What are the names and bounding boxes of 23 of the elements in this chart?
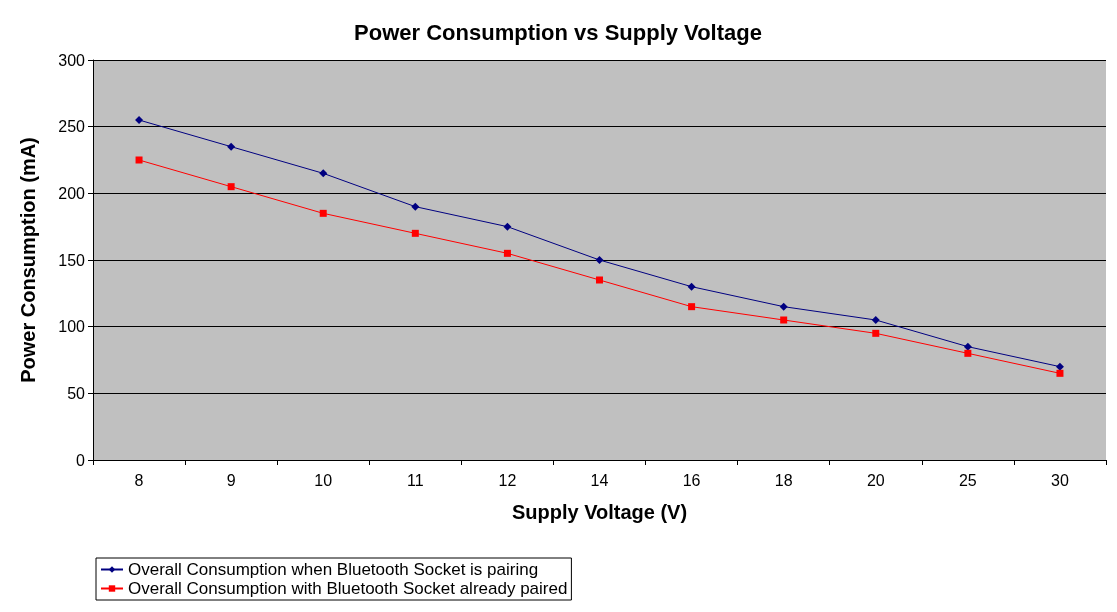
legend-label: Overall Consumption with Bluetooth Socket already paired [128,579,568,598]
y-tick-label: 50 [67,384,86,402]
x-tick-label: 16 [682,471,701,489]
x-axis-title: Supply Voltage (V) [511,501,688,523]
x-tick-label: 20 [866,471,885,489]
y-axis-title: Power Consumption (mA) [17,137,39,383]
y-tick-label: 100 [58,318,86,336]
x-tick-label: 8 [134,471,144,489]
y-tick-label: 200 [58,184,86,202]
x-tick-label: 12 [498,471,517,489]
legend-label: Overall Consumption when Bluetooth Socket is pairing [128,560,539,579]
y-tick-label: 250 [58,118,86,136]
x-tick-label: 11 [407,471,424,489]
x-tick-label: 10 [314,471,333,489]
y-tick-label: 0 [76,451,86,469]
x-tick-label: 25 [958,471,977,489]
x-tick-label: 9 [226,471,236,489]
x-tick-label: 18 [774,471,793,489]
chart-title: Power Consumption vs Supply Voltage [354,19,762,45]
x-tick-label: 14 [590,471,609,489]
y-tick-label: 150 [58,251,86,269]
y-tick-label: 300 [58,51,86,69]
x-tick-label: 30 [1051,471,1069,489]
